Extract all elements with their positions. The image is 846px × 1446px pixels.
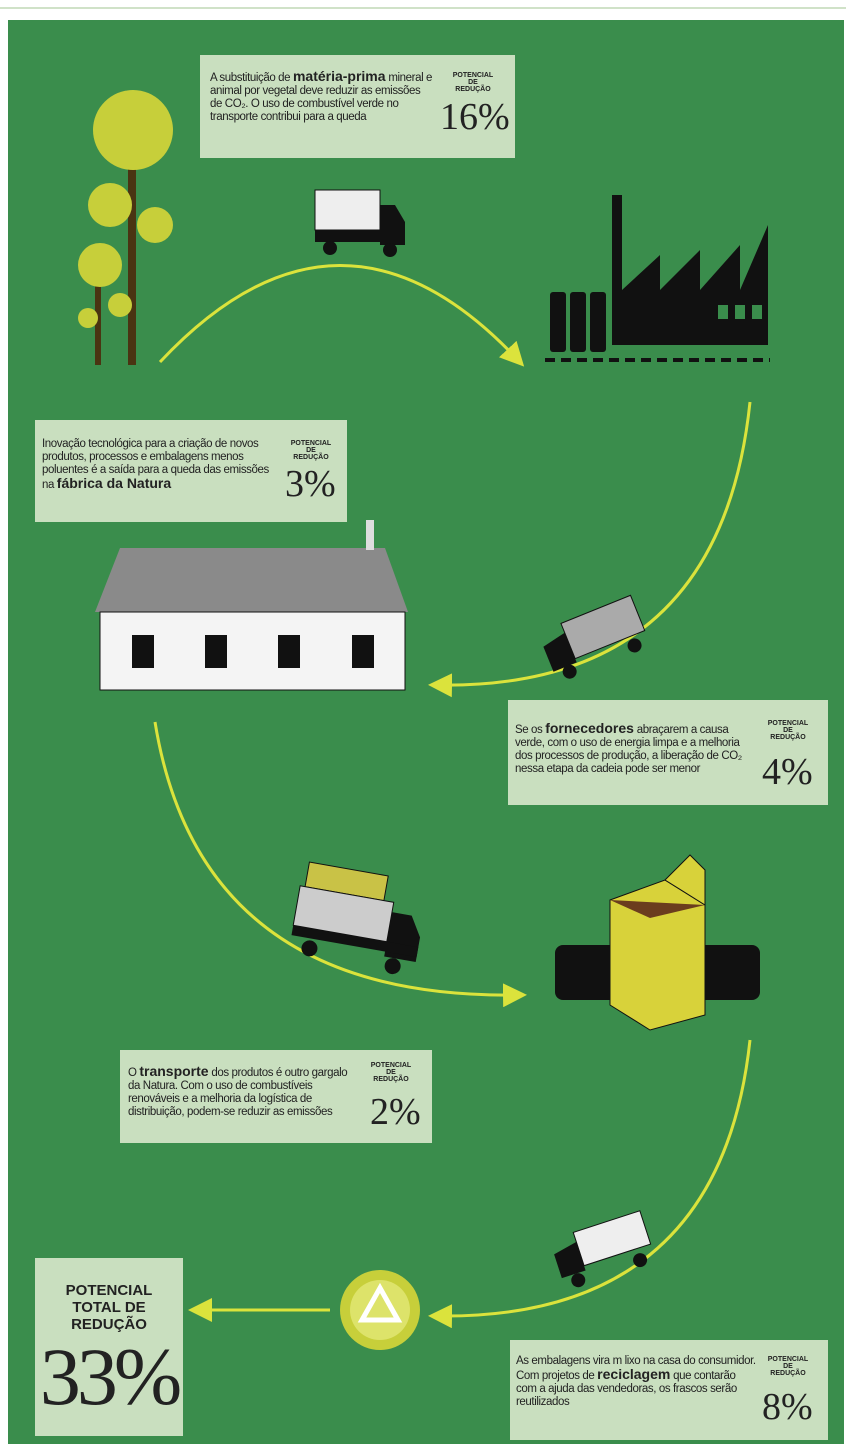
building xyxy=(95,520,408,691)
box-value: 2% xyxy=(370,1091,421,1133)
package-hands xyxy=(555,854,760,1031)
box-text: As embalagens vira m lixo na casa do con… xyxy=(516,1355,756,1408)
box-label: POTENCIAL DE REDUÇÃO xyxy=(290,440,332,461)
recycle-truck xyxy=(554,1210,652,1288)
info-box xyxy=(120,1050,432,1143)
supplier-truck xyxy=(543,594,646,679)
box-text: A substituição de matéria-prima mineral … xyxy=(210,68,433,123)
box-label: POTENCIAL DE REDUÇÃO xyxy=(452,72,494,93)
box-text: Inovação tecnológica para a criação de n… xyxy=(42,438,269,491)
factory xyxy=(545,195,770,362)
info-box xyxy=(200,55,515,158)
info-box xyxy=(35,420,347,522)
box-value: 4% xyxy=(762,751,813,793)
box-text: O transporte dos produtos é outro gargal… xyxy=(128,1063,348,1118)
total-box xyxy=(35,1258,183,1436)
box-text: Se os fornecedores abraçarem a causa ver… xyxy=(515,720,742,775)
info-box xyxy=(510,1340,828,1440)
box-value: 16% xyxy=(440,96,510,138)
box-label: POTENCIAL DE REDUÇÃO xyxy=(767,1356,809,1377)
flow-arrows xyxy=(153,264,752,1329)
box-value: 8% xyxy=(762,1386,813,1428)
info-box xyxy=(508,700,828,805)
box-label: POTENCIAL DE REDUÇÃO xyxy=(767,720,809,741)
total-label: POTENCIAL TOTAL DE REDUÇÃO xyxy=(65,1282,153,1333)
truck xyxy=(314,189,405,257)
box-label: POTENCIAL DE REDUÇÃO xyxy=(370,1062,412,1083)
box-value: 3% xyxy=(285,463,336,505)
trees xyxy=(78,90,173,365)
total-value: 33% xyxy=(39,1331,182,1422)
recycle-symbol xyxy=(340,1270,420,1350)
delivery-truck xyxy=(291,861,421,975)
